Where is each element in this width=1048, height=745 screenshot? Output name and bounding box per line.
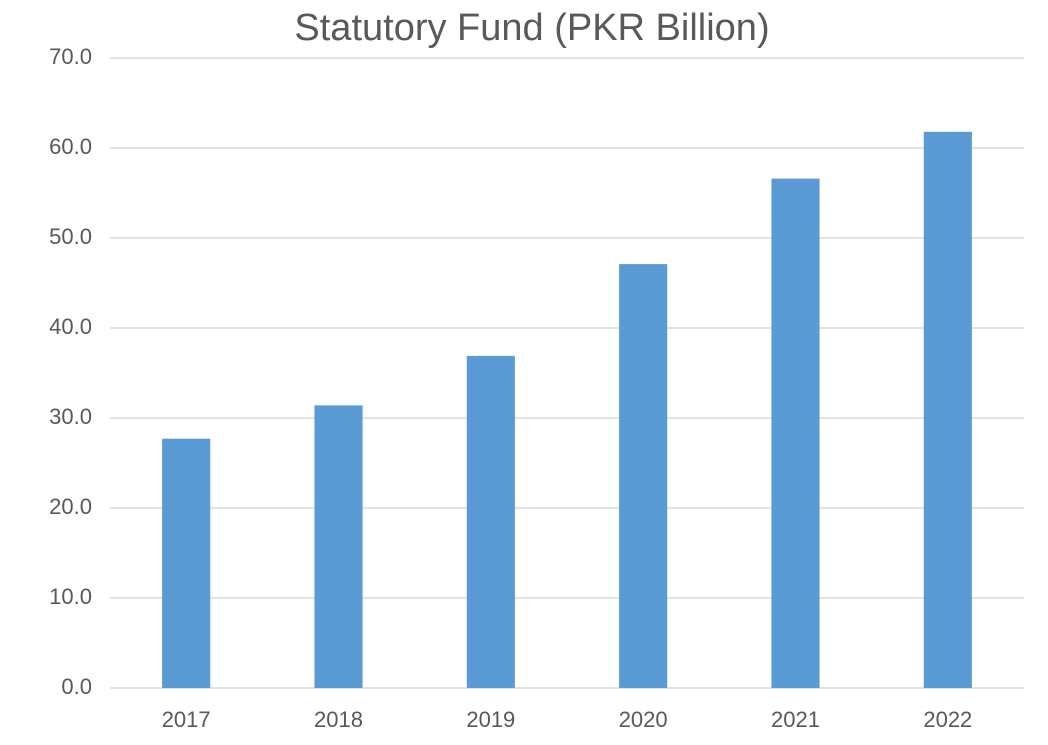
y-tick-label: 60.0: [49, 134, 92, 159]
bar: [619, 264, 668, 688]
y-tick-label: 50.0: [49, 224, 92, 249]
x-tick-label: 2021: [771, 707, 820, 732]
bar: [162, 438, 211, 688]
y-tick-label: 0.0: [61, 674, 92, 699]
x-tick-label: 2020: [619, 707, 668, 732]
bar: [771, 178, 820, 688]
chart-title: Statutory Fund (PKR Billion): [294, 7, 769, 49]
y-tick-label: 10.0: [49, 584, 92, 609]
x-tick-label: 2017: [162, 707, 211, 732]
x-tick-label: 2022: [923, 707, 972, 732]
x-tick-label: 2018: [314, 707, 363, 732]
y-tick-label: 70.0: [49, 44, 92, 69]
bar: [923, 131, 972, 689]
bar: [466, 355, 515, 688]
y-tick-label: 20.0: [49, 494, 92, 519]
x-tick-label: 2019: [466, 707, 515, 732]
y-tick-label: 30.0: [49, 404, 92, 429]
bar: [314, 405, 363, 688]
y-tick-label: 40.0: [49, 314, 92, 339]
